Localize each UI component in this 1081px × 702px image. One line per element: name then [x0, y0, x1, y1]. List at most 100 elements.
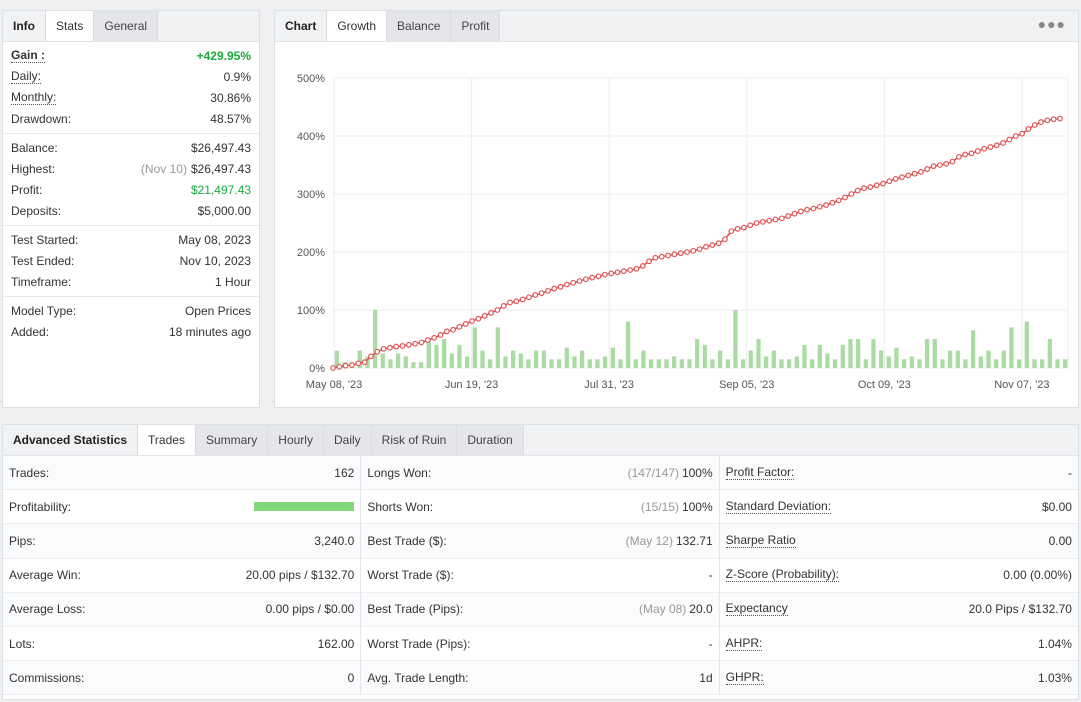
bar	[434, 344, 439, 368]
growth-point	[633, 265, 640, 272]
growth-point	[1031, 122, 1038, 128]
growth-point	[431, 334, 438, 341]
stat-value-wrap: 0.00	[1049, 534, 1072, 548]
growth-point	[336, 363, 343, 370]
growth-point	[526, 294, 532, 301]
x-tick-label: May 08, '23	[306, 379, 363, 391]
tab-profit[interactable]: Profit	[451, 11, 501, 41]
stat-value: $0.00	[1041, 499, 1072, 514]
info-label[interactable]: Gain :	[11, 47, 46, 63]
bar	[557, 359, 562, 368]
chart-panel: Chart Growth Balance Profit ●●● 500% 400%…	[274, 10, 1079, 408]
growth-point	[892, 176, 899, 182]
tab-duration[interactable]: Duration	[457, 425, 524, 455]
bar	[909, 356, 914, 368]
bar	[764, 356, 769, 368]
bar	[442, 339, 447, 368]
tab-summary[interactable]: Summary	[195, 425, 269, 455]
stat-label[interactable]: Expectancy	[725, 601, 788, 617]
info-value: $21,497.43	[190, 182, 251, 197]
growth-point	[658, 253, 665, 260]
x-tick-label: Nov 07, '23	[994, 379, 1049, 391]
stat-row-pips: Pips: 3,240.0	[3, 524, 361, 559]
tab-balance[interactable]: Balance	[387, 11, 452, 41]
growth-point	[1012, 133, 1019, 139]
stat-label[interactable]: Standard Deviation:	[725, 498, 832, 514]
advanced-statistics-panel: Advanced Statistics Trades Summary Hourl…	[2, 424, 1079, 700]
tab-growth[interactable]: Growth	[327, 11, 388, 41]
stat-label: Lots:	[9, 636, 36, 651]
bar	[388, 359, 393, 368]
stat-label: Average Loss:	[9, 602, 86, 617]
growth-point	[930, 163, 937, 170]
stat-label[interactable]: Profit Factor:	[725, 464, 795, 480]
info-label: Deposits:	[11, 203, 62, 218]
bar	[840, 344, 845, 368]
growth-point	[424, 337, 431, 344]
stat-label[interactable]: Z-Score (Probability):	[725, 567, 840, 583]
info-row-added: Added: 18 minutes ago	[11, 321, 251, 342]
info-body: Gain : +429.95% Daily: 0.9% Monthly: 30.86% Dr…	[3, 42, 259, 346]
growth-point	[924, 166, 931, 172]
stat-label: Shorts Won:	[367, 499, 434, 514]
growth-point	[829, 199, 836, 206]
bar	[733, 310, 738, 368]
growth-point	[759, 218, 766, 225]
more-dots-icon[interactable]: ●●●	[1037, 16, 1066, 32]
growth-point	[772, 216, 779, 223]
growth-point	[981, 145, 988, 152]
stat-value: -	[708, 568, 713, 583]
tab-risk-of-ruin[interactable]: Risk of Ruin	[371, 425, 458, 455]
stat-label[interactable]: GHPR:	[725, 669, 764, 685]
growth-point	[835, 197, 842, 204]
stat-label: Commissions:	[9, 670, 85, 685]
info-value: 1 Hour	[214, 274, 251, 289]
stat-row-ghpr: GHPR: 1.03%	[719, 661, 1078, 696]
stat-label[interactable]: AHPR:	[725, 635, 763, 651]
stat-row-z-score-probability: Z-Score (Probability): 0.00 (0.00%)	[719, 559, 1078, 593]
info-value-wrap: $5,000.00	[198, 204, 251, 218]
growth-point	[361, 359, 368, 366]
growth-point	[450, 326, 457, 333]
growth-point	[614, 269, 621, 276]
stat-value: 0	[347, 670, 355, 685]
info-row-highest: Highest: (Nov 10) $26,497.43	[11, 158, 251, 179]
stat-value-wrap: 20.00 pips / $132.70	[246, 568, 355, 582]
growth-point	[766, 217, 773, 224]
stat-value: -	[1067, 465, 1072, 480]
tab-trades[interactable]: Trades	[138, 425, 196, 455]
info-label[interactable]: Daily:	[11, 68, 42, 84]
growth-point	[500, 303, 507, 309]
advanced-column: Longs Won: (147/147) 100% Shorts Won: (15/15…	[361, 456, 720, 696]
info-group: Model Type: Open Prices Added: 18 minutes a…	[3, 297, 259, 346]
advanced-tabs: Advanced Statistics Trades Summary Hourl…	[3, 425, 1078, 456]
stat-value-wrap: -	[709, 637, 713, 651]
growth-point	[703, 243, 709, 250]
tab-daily[interactable]: Daily	[323, 425, 372, 455]
tab-info[interactable]: Info	[3, 11, 46, 41]
advanced-column: Profit Factor: - Standard Deviation: $0.00 S…	[719, 456, 1078, 696]
tab-general[interactable]: General	[94, 11, 159, 41]
info-row-gain: Gain : +429.95%	[11, 45, 251, 66]
bar	[1032, 359, 1037, 368]
bar	[863, 359, 868, 368]
growth-point	[715, 240, 722, 247]
tab-chart[interactable]: Chart	[275, 11, 328, 41]
tab-advanced-statistics[interactable]: Advanced Statistics	[3, 425, 139, 455]
bar	[810, 359, 815, 368]
growth-point	[747, 222, 754, 229]
tab-hourly[interactable]: Hourly	[268, 425, 324, 455]
advanced-column: Trades: 162 Profitability: Pips: 3,240.0 Aver…	[3, 456, 362, 696]
stat-value-wrap: 20.0 Pips / $132.70	[969, 602, 1072, 616]
advanced-grid: Trades: 162 Profitability: Pips: 3,240.0 Aver…	[3, 456, 1078, 696]
bar	[994, 359, 999, 368]
info-label[interactable]: Monthly:	[11, 89, 57, 105]
bar	[948, 350, 953, 368]
growth-point	[842, 194, 848, 201]
growth-point	[595, 273, 602, 280]
y-tick-label: 0%	[309, 363, 325, 375]
tab-stats[interactable]: Stats	[46, 11, 95, 41]
bar	[779, 359, 784, 368]
growth-point	[949, 158, 956, 165]
stat-label[interactable]: Sharpe Ratio	[725, 532, 796, 548]
